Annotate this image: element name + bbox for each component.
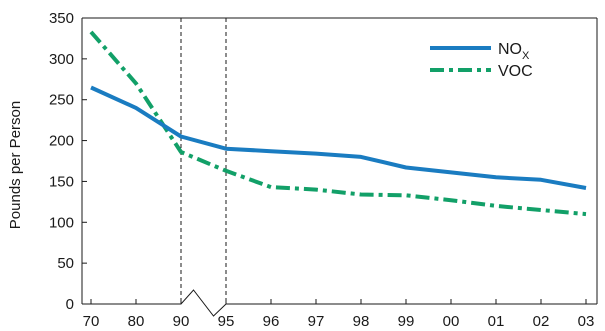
y-tick-label: 0 [66,296,74,313]
x-tick-label: 96 [263,313,280,330]
legend-label-subscript: X [522,50,530,62]
series-layer [89,30,587,217]
y-tick-label: 200 [49,133,74,150]
y-tick-label: 100 [49,214,74,231]
series-line-voc [89,30,587,217]
break-markers [180,18,227,304]
x-tick-label: 02 [533,313,550,330]
x-tick-label: 90 [173,313,190,330]
y-tick-label: 350 [49,10,74,27]
x-tick-label: 00 [443,313,460,330]
legend-label-main: NO [498,41,522,58]
legend-label-voc: VOC [498,63,533,80]
y-axis-ticks: 0 50 100 150 200 250 300 350 [49,10,87,313]
y-tick-label: 150 [49,173,74,190]
x-tick-label: 80 [128,313,145,330]
x-tick-label: 95 [218,313,235,330]
x-tick-label: 03 [578,313,595,330]
plot-frame [81,17,598,317]
x-tick-label: 70 [83,313,100,330]
x-tick-label: 97 [308,313,325,330]
y-tick-label: 300 [49,51,74,68]
legend-label-main: VOC [498,63,533,80]
legend-label-nox: NOX [498,41,530,62]
series-line-nox [90,85,587,190]
y-tick-label: 250 [49,92,74,109]
x-tick-label: 99 [398,313,415,330]
x-axis-ticks: 70 80 90 95 96 97 98 99 00 01 02 03 [83,299,595,330]
x-tick-label: 01 [488,313,505,330]
x-tick-label: 98 [353,313,370,330]
y-axis-title: Pounds per Person [7,101,24,229]
x-axis-line-with-break [82,289,597,317]
y-tick-label: 50 [57,255,74,272]
